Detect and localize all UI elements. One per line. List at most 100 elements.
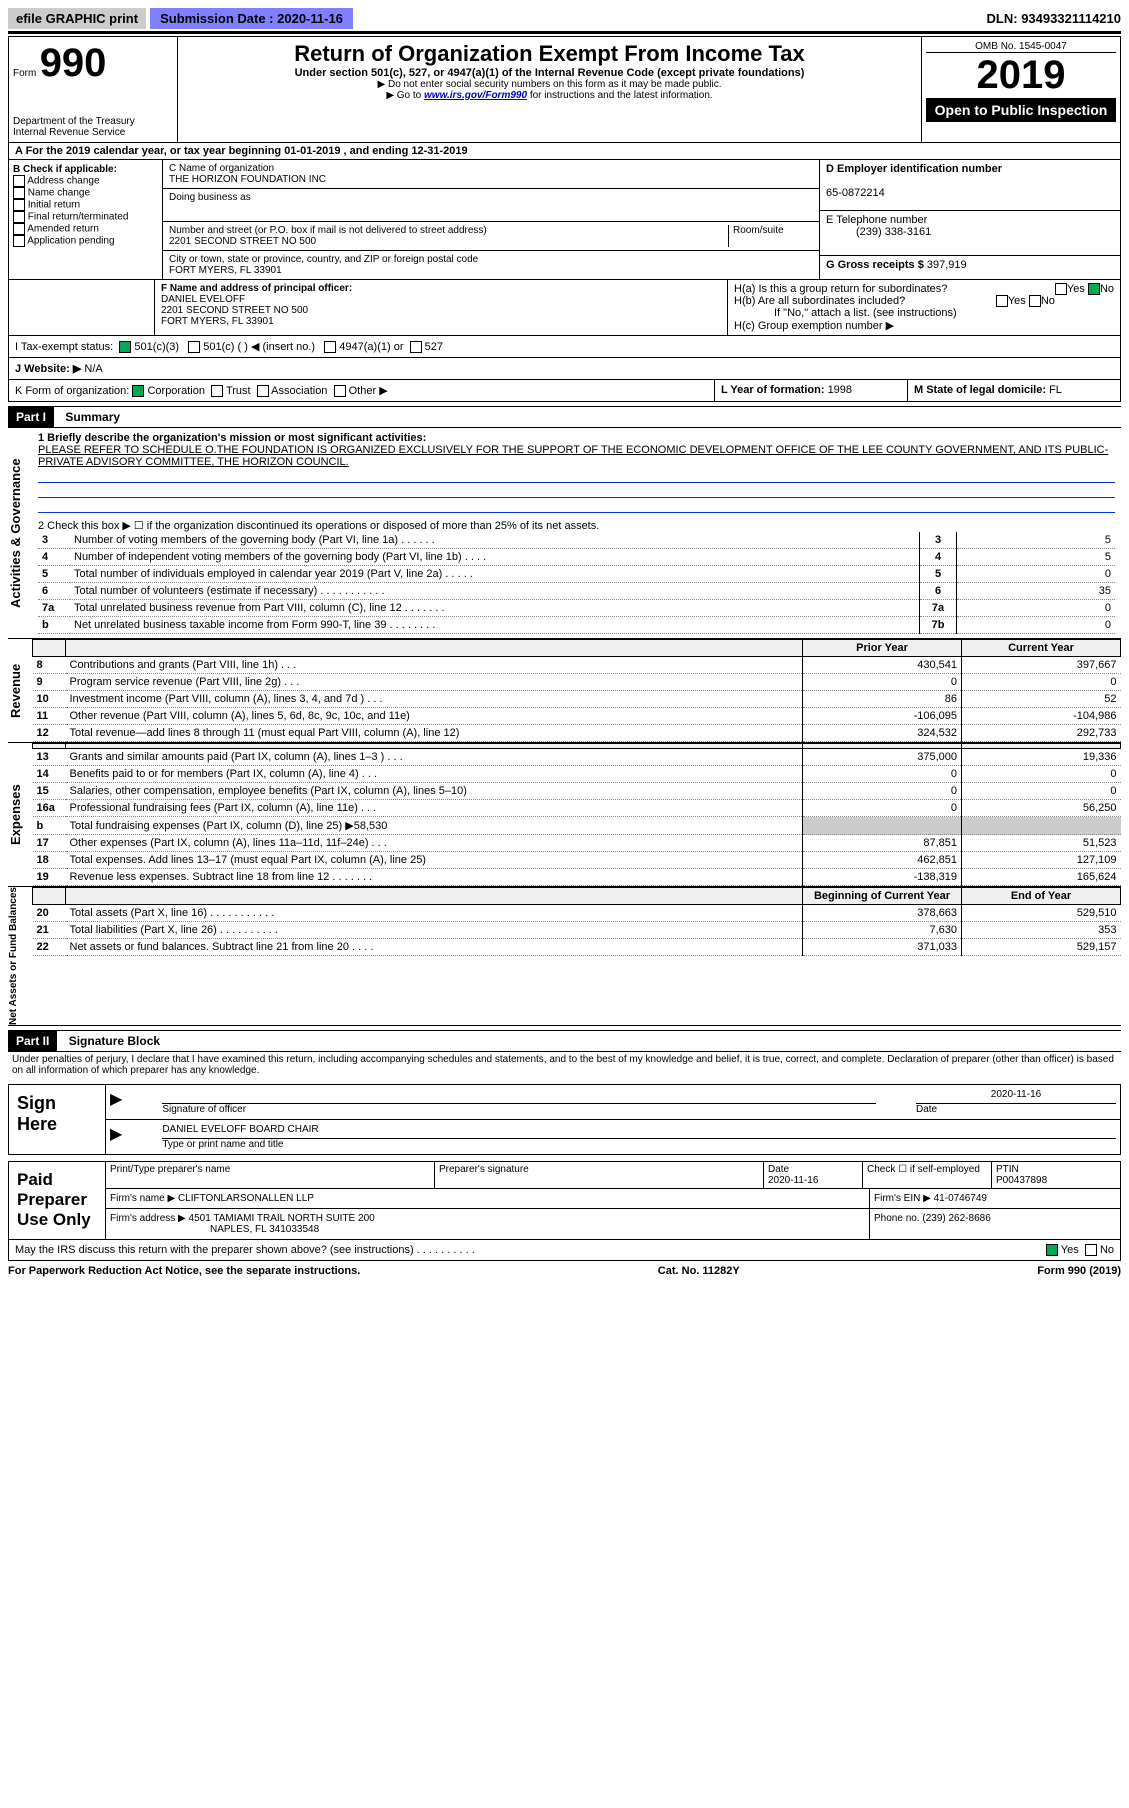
f-addr1: 2201 SECOND STREET NO 500 [161,305,308,316]
form990-link[interactable]: www.irs.gov/Form990 [424,90,527,101]
discuss-lbl: May the IRS discuss this return with the… [15,1244,475,1256]
faddr-lbl: Firm's address ▶ [110,1213,186,1224]
g-val: 397,919 [927,259,967,271]
f-addr2: FORT MYERS, FL 33901 [161,316,274,327]
sig-date: 2020-11-16 [916,1089,1116,1104]
efile-link[interactable]: efile GRAPHIC print [8,8,146,29]
dba-lbl: Doing business as [169,192,251,203]
e-phone: (239) 338-3161 [826,226,931,238]
discuss-yes: Yes [1061,1244,1079,1256]
faddr2: NAPLES, FL 341033548 [110,1224,319,1235]
d-ein: 65-0872214 [826,187,885,199]
d-lbl: D Employer identification number [826,163,1002,175]
org-city: FORT MYERS, FL 33901 [169,265,282,276]
sign-here-box: Sign Here ▶ Signature of officer 2020-11… [8,1084,1121,1155]
sig-date-lbl: Date [916,1104,937,1115]
firm-lbl: Firm's name ▶ [110,1193,175,1204]
org-name: THE HORIZON FOUNDATION INC [169,174,326,185]
addr-lbl: Number and street (or P.O. box if mail i… [169,225,487,236]
city-lbl: City or town, state or province, country… [169,254,478,265]
q1-lbl: 1 Briefly describe the organization's mi… [38,432,426,444]
top-bar: efile GRAPHIC print Submission Date : 20… [8,8,1121,34]
j-lbl: J Website: ▶ [15,363,81,375]
arrow-icon: ▶ [110,1124,122,1150]
k-trust: Trust [226,385,251,397]
part2-title: Signature Block [61,1034,160,1048]
note-goto-post: for instructions and the latest informat… [530,90,713,101]
chk-final: Final return/terminated [28,212,129,223]
part2-hdr: Part II [8,1031,57,1051]
section-exp: Expenses [8,743,32,886]
discuss-no: No [1100,1244,1114,1256]
pdate-lbl: Date [768,1164,789,1175]
form-number: 990 [40,41,107,85]
org-addr: 2201 SECOND STREET NO 500 [169,236,316,247]
sig-name-lbl: Type or print name and title [162,1139,283,1150]
fein-lbl: Firm's EIN ▶ [874,1193,931,1204]
g-lbl: G Gross receipts $ [826,259,927,271]
paid-preparer-box: Paid Preparer Use Only Print/Type prepar… [8,1161,1121,1240]
submission-button[interactable]: Submission Date : 2020-11-16 [150,8,353,29]
check-b-label: B Check if applicable: [13,164,117,175]
k-assoc: Association [271,385,327,397]
rev-table: Prior YearCurrent Year8Contributions and… [32,639,1121,742]
sig-officer-lbl: Signature of officer [162,1104,246,1115]
part1-title: Summary [57,410,120,424]
pdate: 2020-11-16 [768,1175,818,1186]
m-val: FL [1049,384,1062,396]
section-gov: Activities & Governance [8,428,32,638]
fphone: (239) 262-8686 [922,1213,990,1224]
k-other: Other ▶ [349,385,388,397]
part1-hdr: Part I [8,407,54,427]
ptin-lbl: PTIN [996,1164,1019,1175]
sub-date: 2020-11-16 [277,11,343,26]
section-rev: Revenue [8,639,32,742]
dln-label: DLN: 93493321114210 [987,11,1121,26]
footer: For Paperwork Reduction Act Notice, see … [8,1261,1121,1277]
net-table: Beginning of Current YearEnd of Year20To… [32,887,1121,956]
m-lbl: M State of legal domicile: [914,384,1049,396]
exp-table: 13Grants and similar amounts paid (Part … [32,743,1121,886]
c-name-lbl: C Name of organization [169,163,274,174]
j-val: N/A [84,363,102,375]
form-word: Form [13,68,36,79]
ptin: P00437898 [996,1175,1047,1186]
ha-lbl: H(a) Is this a group return for subordin… [734,283,947,295]
irs-label: Internal Revenue Service [13,127,173,138]
k-corp: Corporation [147,385,204,397]
form-title: Return of Organization Exempt From Incom… [182,41,917,67]
sign-here-lbl: Sign Here [9,1085,106,1154]
i-4947: 4947(a)(1) or [339,341,403,353]
i-lbl: I Tax-exempt status: [15,341,113,353]
form-subtitle: Under section 501(c), 527, or 4947(a)(1)… [182,67,917,79]
note-ssn: ▶ Do not enter social security numbers o… [182,79,917,90]
faddr1: 4501 TAMIAMI TRAIL NORTH SUITE 200 [189,1213,375,1224]
firm-name: CLIFTONLARSONALLEN LLP [178,1193,314,1204]
pra-note: For Paperwork Reduction Act Notice, see … [8,1265,360,1277]
i-501c3: 501(c)(3) [134,341,179,353]
mission-text: PLEASE REFER TO SCHEDULE O.THE FOUNDATIO… [38,444,1115,468]
chk-amended: Amended return [27,224,99,235]
section-net: Net Assets or Fund Balances [8,887,32,1025]
paid-prep-lbl: Paid Preparer Use Only [9,1162,106,1239]
tax-year: 2019 [926,53,1116,98]
room-lbl: Room/suite [733,225,784,236]
chk-addr: Address change [27,176,99,187]
perjury-decl: Under penalties of perjury, I declare th… [8,1052,1121,1078]
sub-label: Submission Date : [160,11,273,26]
psig-lbl: Preparer's signature [435,1162,764,1188]
l-val: 1998 [828,384,852,396]
gov-table: 3Number of voting members of the governi… [38,532,1115,634]
arrow-icon: ▶ [110,1089,122,1115]
f-lbl: F Name and address of principal officer: [161,283,352,294]
sig-name: DANIEL EVELOFF BOARD CHAIR [162,1124,1116,1139]
pname-lbl: Print/Type preparer's name [106,1162,435,1188]
hb-lbl: H(b) Are all subordinates included? [734,295,905,307]
form-ref: Form 990 (2019) [1037,1265,1121,1277]
period-line: A For the 2019 calendar year, or tax yea… [8,143,1121,160]
fphone-lbl: Phone no. [874,1213,922,1224]
q2-lbl: 2 Check this box ▶ ☐ if the organization… [38,519,1115,532]
chk-initial: Initial return [28,200,80,211]
cat-no: Cat. No. 11282Y [658,1265,740,1277]
form-header: Form 990 Department of the Treasury Inte… [8,36,1121,143]
